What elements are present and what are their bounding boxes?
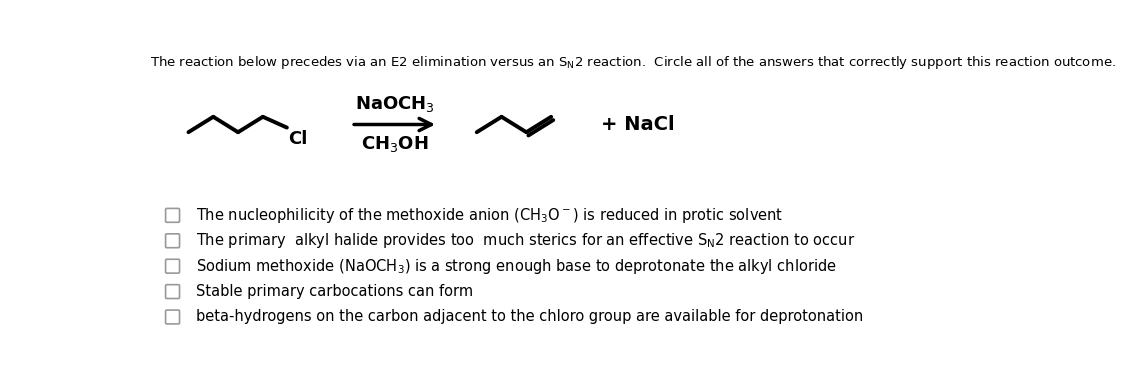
FancyBboxPatch shape: [165, 285, 179, 298]
Text: The primary  alkyl halide provides too  much sterics for an effective S$_{\mathr: The primary alkyl halide provides too mu…: [196, 231, 855, 250]
Text: The reaction below precedes via an E2 elimination versus an S$_{\mathrm{N}}$2 re: The reaction below precedes via an E2 el…: [149, 54, 1116, 70]
FancyBboxPatch shape: [165, 259, 179, 273]
Text: Stable primary carbocations can form: Stable primary carbocations can form: [196, 284, 473, 299]
FancyBboxPatch shape: [165, 208, 179, 222]
FancyBboxPatch shape: [165, 310, 179, 324]
Text: + NaCl: + NaCl: [600, 115, 674, 134]
Text: Sodium methoxide (NaOCH$_3$) is a strong enough base to deprotonate the alkyl ch: Sodium methoxide (NaOCH$_3$) is a strong…: [196, 257, 837, 276]
Text: The nucleophilicity of the methoxide anion (CH$_3$O$^-$) is reduced in protic so: The nucleophilicity of the methoxide ani…: [196, 206, 783, 225]
Text: NaOCH$_3$: NaOCH$_3$: [355, 94, 435, 114]
Text: CH$_3$OH: CH$_3$OH: [360, 134, 428, 154]
Text: beta-hydrogens on the carbon adjacent to the chloro group are available for depr: beta-hydrogens on the carbon adjacent to…: [196, 309, 863, 324]
Text: Cl: Cl: [288, 130, 308, 148]
FancyBboxPatch shape: [165, 234, 179, 248]
